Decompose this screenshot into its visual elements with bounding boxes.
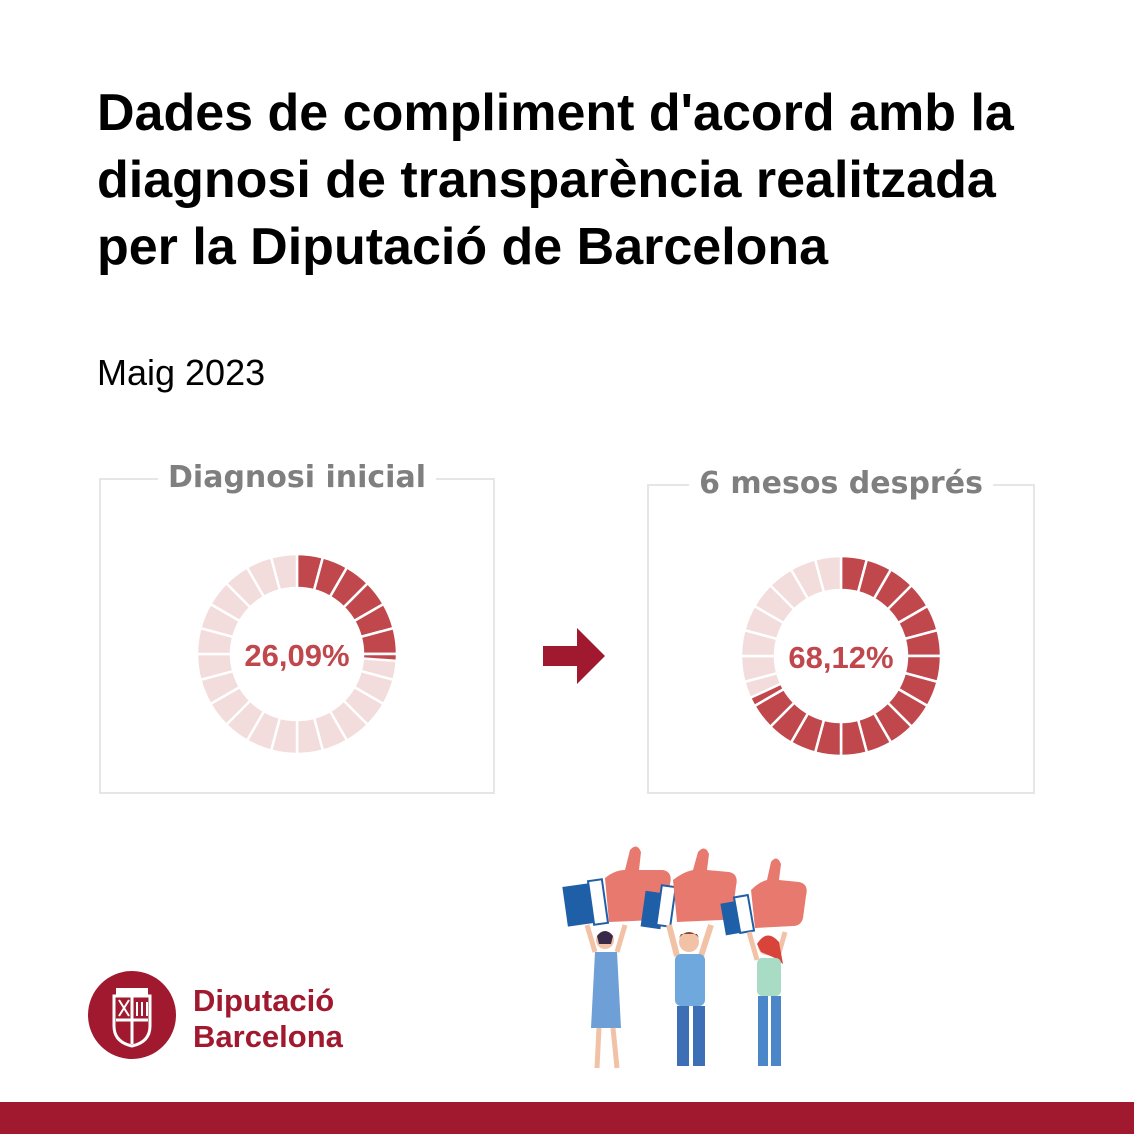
donut-chart-initial: 26,09% xyxy=(195,552,399,756)
person-icon xyxy=(584,924,628,1069)
brand-name-line1: Diputació xyxy=(193,983,335,1018)
thumbs-up-icon xyxy=(640,848,737,930)
donut-value-label: 26,09% xyxy=(244,638,349,673)
person-icon xyxy=(746,931,788,1066)
donut-title-after: 6 mesos després xyxy=(689,466,993,501)
donut-segment-filled xyxy=(361,652,399,663)
donut-panel-after: 6 mesos després 68,12% xyxy=(647,466,1035,794)
donut-segment-filled xyxy=(748,681,786,708)
diputacio-shield-icon xyxy=(88,971,176,1059)
donut-segment-empty xyxy=(269,552,299,592)
people-thumbs-up-illustration xyxy=(562,846,807,1069)
brand-name-line2: Barcelona xyxy=(193,1019,343,1054)
donut-title-initial: Diagnosi inicial xyxy=(158,460,436,495)
donut-panel-initial: Diagnosi inicial 26,09% xyxy=(99,460,495,794)
donut-segment-empty xyxy=(813,554,843,594)
brand-name: Diputació Barcelona xyxy=(193,983,343,1055)
arrow-right-icon xyxy=(543,628,605,684)
donut-chart-after: 68,12% xyxy=(739,554,943,758)
footer-bar xyxy=(0,1102,1134,1134)
page-subtitle: Maig 2023 xyxy=(97,352,266,393)
donut-value-label: 68,12% xyxy=(788,640,893,675)
person-icon xyxy=(666,924,714,1066)
thumbs-up-icon xyxy=(720,858,807,936)
page-title: Dades de compliment d'acord amb la diagn… xyxy=(97,84,1014,276)
